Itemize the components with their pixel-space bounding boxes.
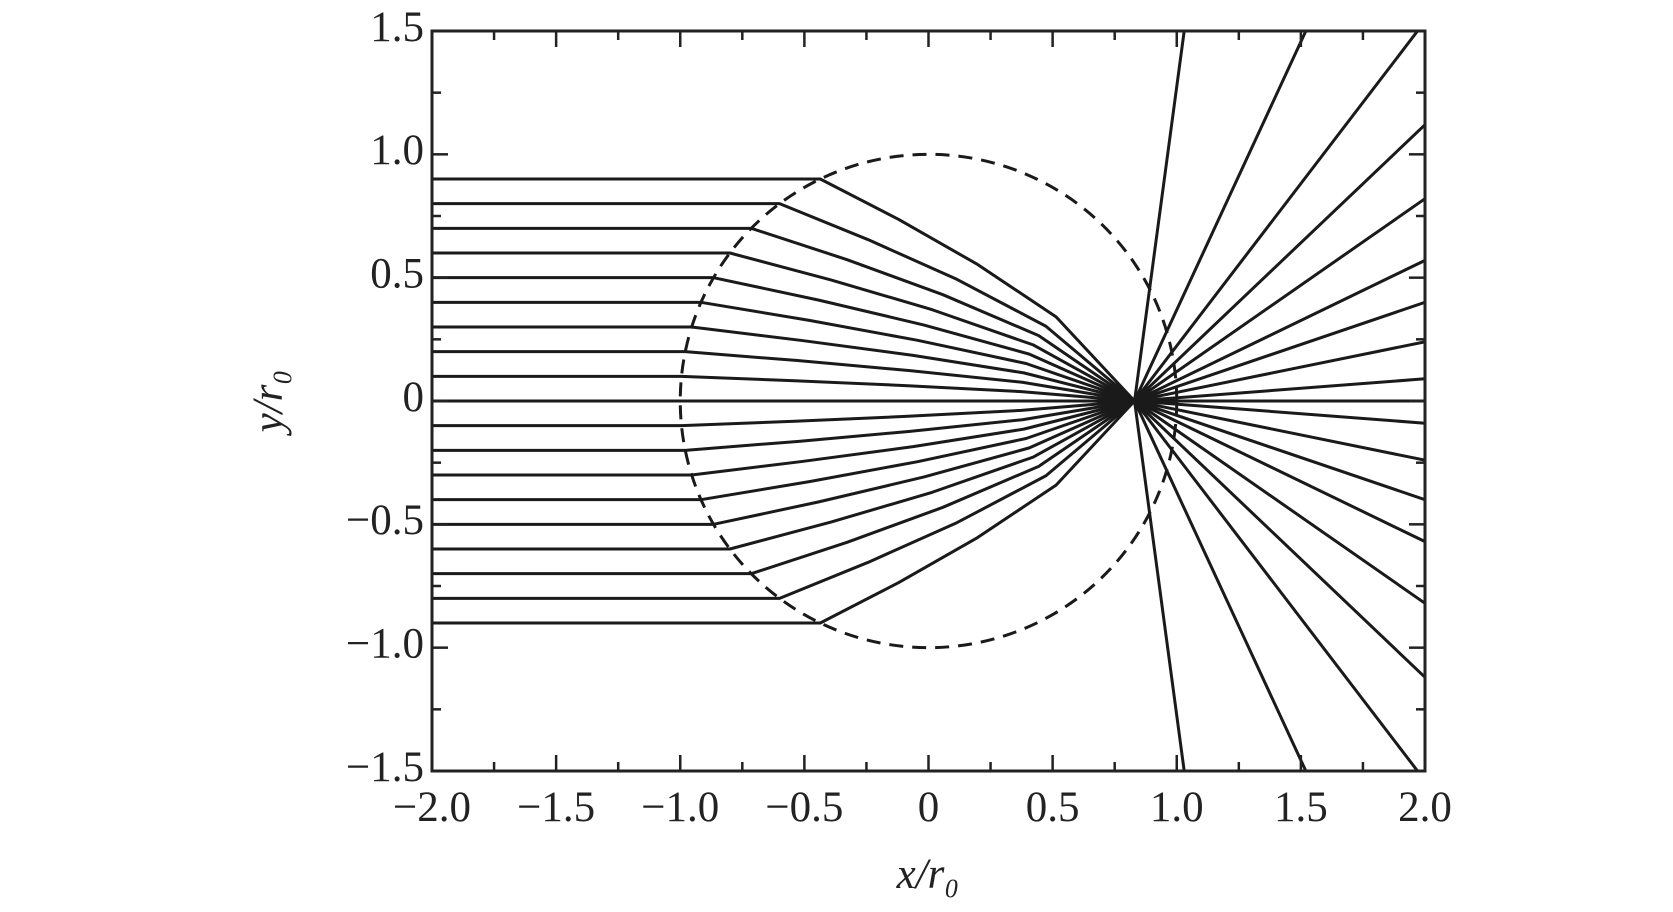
y-tick-label: 1.0 — [370, 127, 424, 174]
ray — [432, 123, 1425, 551]
ray — [432, 259, 1425, 502]
x-axis-label: x/r₀ — [896, 851, 960, 898]
x-tick-label: 1.0 — [1150, 784, 1204, 831]
ray — [432, 31, 1308, 600]
x-tick-label: −1.5 — [517, 784, 595, 831]
y-axis-label: y/r₀ — [245, 370, 292, 437]
x-tick-label: 0.5 — [1026, 784, 1080, 831]
y-tick-label: −1.0 — [346, 621, 424, 668]
x-tick-label: 2.0 — [1398, 784, 1452, 831]
x-tick-label: 1.5 — [1274, 784, 1328, 831]
y-tick-label: 0 — [403, 374, 425, 421]
x-tick-label: −2.0 — [393, 784, 471, 831]
ray — [432, 300, 1425, 543]
x-tick-label: −0.5 — [765, 784, 843, 831]
y-tick-label: −1.5 — [346, 744, 424, 791]
plot-area — [432, 31, 1425, 771]
x-tick-label: 0 — [918, 784, 940, 831]
y-tick-label: 0.5 — [370, 251, 424, 298]
x-tick-label: −1.0 — [641, 784, 719, 831]
ray — [432, 202, 1308, 771]
ray — [432, 251, 1425, 679]
y-tick-label: 1.5 — [370, 4, 424, 51]
y-tick-label: −0.5 — [346, 497, 424, 544]
ray — [432, 31, 1186, 625]
